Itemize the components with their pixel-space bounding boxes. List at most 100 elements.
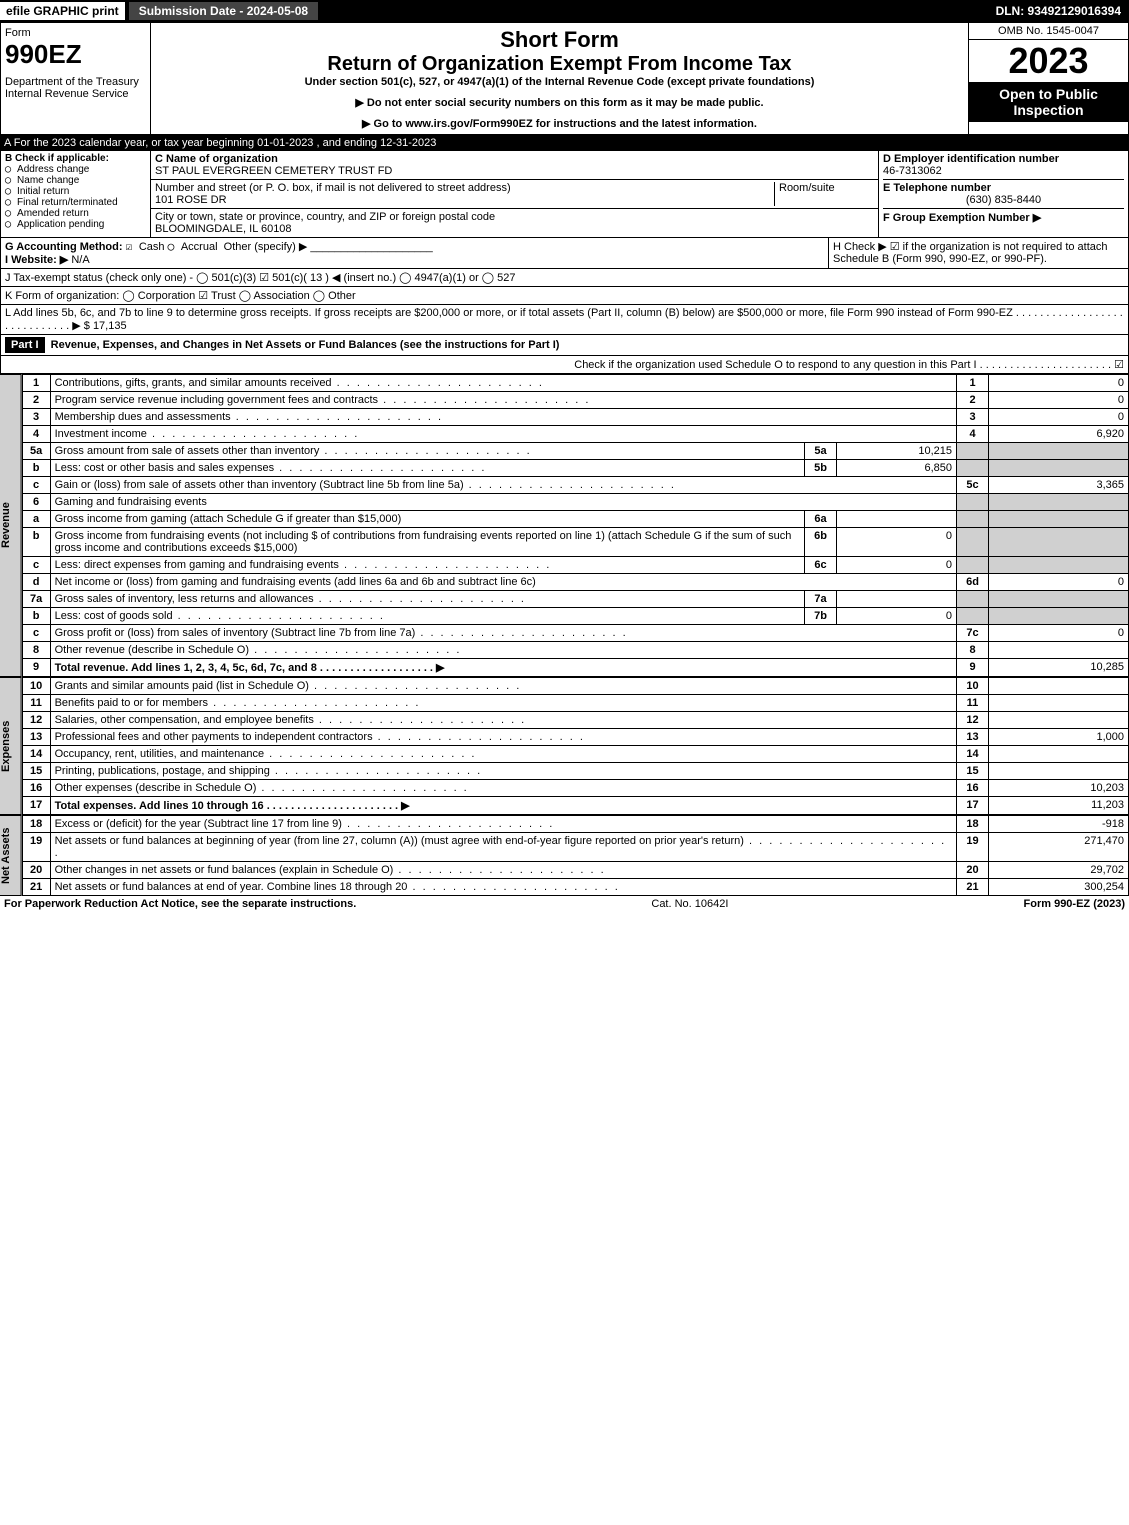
header-right: OMB No. 1545-0047 2023 Open to Public In… <box>968 23 1128 134</box>
form-number: 990EZ <box>5 39 146 70</box>
efile-label: efile GRAPHIC print <box>0 2 125 20</box>
page-footer: For Paperwork Reduction Act Notice, see … <box>0 896 1129 912</box>
table-row: 2Program service revenue including gover… <box>22 392 1128 409</box>
website-value: N/A <box>71 254 89 266</box>
g-accrual: Accrual <box>181 241 218 253</box>
checkbox-accrual[interactable]: ◯ <box>168 240 181 253</box>
table-row: bLess: cost or other basis and sales exp… <box>22 460 1128 477</box>
room-label: Room/suite <box>779 182 835 194</box>
street-label: Number and street (or P. O. box, if mail… <box>155 182 511 194</box>
table-row: dNet income or (loss) from gaming and fu… <box>22 574 1128 591</box>
dept-label: Department of the Treasury <box>5 76 146 88</box>
footer-right: Form 990-EZ (2023) <box>1024 898 1125 910</box>
do-not-enter: ▶ Do not enter social security numbers o… <box>155 96 964 109</box>
checkbox-address-change[interactable]: ◯ <box>5 164 17 175</box>
table-row: 9Total revenue. Add lines 1, 2, 3, 4, 5c… <box>22 659 1128 677</box>
open-public-badge: Open to Public Inspection <box>969 82 1128 122</box>
table-row: cGain or (loss) from sale of assets othe… <box>22 477 1128 494</box>
section-h: H Check ▶ ☑ if the organization is not r… <box>833 241 1108 265</box>
checkbox-cash[interactable]: ☑ <box>126 240 139 253</box>
line17-desc: Total expenses. Add lines 10 through 16 … <box>55 800 410 812</box>
phone-value: (630) 835-8440 <box>883 194 1124 206</box>
table-row: 18Excess or (deficit) for the year (Subt… <box>22 816 1128 833</box>
tax-year: 2023 <box>969 40 1128 82</box>
table-row: 21Net assets or fund balances at end of … <box>22 879 1128 896</box>
table-row: 8Other revenue (describe in Schedule O)8 <box>22 642 1128 659</box>
opt-final-return: Final return/terminated <box>17 197 118 208</box>
table-row: 14Occupancy, rent, utilities, and mainte… <box>22 746 1128 763</box>
dln-label: DLN: 93492129016394 <box>988 2 1129 20</box>
table-row: 10Grants and similar amounts paid (list … <box>22 678 1128 695</box>
table-row: cGross profit or (loss) from sales of in… <box>22 625 1128 642</box>
return-title: Return of Organization Exempt From Incom… <box>155 53 964 76</box>
revenue-section: Revenue 1Contributions, gifts, grants, a… <box>0 374 1129 677</box>
table-row: bGross income from fundraising events (n… <box>22 528 1128 557</box>
irs-label: Internal Revenue Service <box>5 88 146 100</box>
opt-amended: Amended return <box>17 208 89 219</box>
table-row: 3Membership dues and assessments30 <box>22 409 1128 426</box>
net-assets-section: Net Assets 18Excess or (deficit) for the… <box>0 815 1129 896</box>
expenses-table: 10Grants and similar amounts paid (list … <box>22 677 1129 815</box>
checkbox-app-pending[interactable]: ◯ <box>5 219 17 230</box>
checkbox-final-return[interactable]: ◯ <box>5 197 17 208</box>
section-bcd: B Check if applicable: ◯ Address change … <box>0 151 1129 238</box>
checkbox-name-change[interactable]: ◯ <box>5 175 17 186</box>
phone-label: E Telephone number <box>883 182 991 194</box>
table-row: 13Professional fees and other payments t… <box>22 729 1128 746</box>
table-row: 16Other expenses (describe in Schedule O… <box>22 780 1128 797</box>
part1-header: Part I Revenue, Expenses, and Changes in… <box>0 335 1129 356</box>
part1-label: Part I <box>5 337 45 353</box>
c-name-label: C Name of organization <box>155 153 278 165</box>
table-row: 5aGross amount from sale of assets other… <box>22 443 1128 460</box>
table-row: 6Gaming and fundraising events <box>22 494 1128 511</box>
checkbox-amended[interactable]: ◯ <box>5 208 17 219</box>
net-assets-table: 18Excess or (deficit) for the year (Subt… <box>22 815 1129 896</box>
g-other: Other (specify) ▶ <box>224 241 308 253</box>
city-value: BLOOMINGDALE, IL 60108 <box>155 223 292 235</box>
g-label: G Accounting Method: <box>5 241 123 253</box>
revenue-table: 1Contributions, gifts, grants, and simil… <box>22 374 1129 677</box>
header-left: Form 990EZ Department of the Treasury In… <box>1 23 151 134</box>
table-row: aGross income from gaming (attach Schedu… <box>22 511 1128 528</box>
table-row: cLess: direct expenses from gaming and f… <box>22 557 1128 574</box>
section-c: C Name of organization ST PAUL EVERGREEN… <box>151 151 878 237</box>
expenses-sidebar: Expenses <box>0 677 22 815</box>
section-l-text: L Add lines 5b, 6c, and 7b to line 9 to … <box>5 307 1123 332</box>
opt-app-pending: Application pending <box>17 219 104 230</box>
section-a-calendar: A For the 2023 calendar year, or tax yea… <box>0 135 1129 151</box>
ein-label: D Employer identification number <box>883 153 1059 165</box>
section-gh: G Accounting Method: ☑ Cash ◯ Accrual Ot… <box>0 238 1129 269</box>
table-row: 17Total expenses. Add lines 10 through 1… <box>22 797 1128 815</box>
part1-check-line: Check if the organization used Schedule … <box>0 356 1129 374</box>
checkbox-initial-return[interactable]: ◯ <box>5 186 17 197</box>
table-row: 20Other changes in net assets or fund ba… <box>22 862 1128 879</box>
table-row: 4Investment income46,920 <box>22 426 1128 443</box>
table-row: 19Net assets or fund balances at beginni… <box>22 833 1128 862</box>
section-b-title: B Check if applicable: <box>5 153 109 164</box>
footer-left: For Paperwork Reduction Act Notice, see … <box>4 898 356 910</box>
short-form-title: Short Form <box>155 27 964 53</box>
table-row: 1Contributions, gifts, grants, and simil… <box>22 375 1128 392</box>
ein-value: 46-7313062 <box>883 165 942 177</box>
group-exemption-label: F Group Exemption Number ▶ <box>883 212 1041 224</box>
city-label: City or town, state or province, country… <box>155 211 495 223</box>
expenses-section: Expenses 10Grants and similar amounts pa… <box>0 677 1129 815</box>
section-def: D Employer identification number 46-7313… <box>878 151 1128 237</box>
street-value: 101 ROSE DR <box>155 194 227 206</box>
top-bar: efile GRAPHIC print Submission Date - 20… <box>0 0 1129 22</box>
section-j: J Tax-exempt status (check only one) - ◯… <box>1 269 520 286</box>
submission-date: Submission Date - 2024-05-08 <box>129 2 318 20</box>
line9-desc: Total revenue. Add lines 1, 2, 3, 4, 5c,… <box>55 662 445 674</box>
footer-cat-no: Cat. No. 10642I <box>356 898 1023 910</box>
header-middle: Short Form Return of Organization Exempt… <box>151 23 968 134</box>
net-assets-sidebar: Net Assets <box>0 815 22 896</box>
table-row: 7aGross sales of inventory, less returns… <box>22 591 1128 608</box>
i-label: I Website: ▶ <box>5 254 68 266</box>
section-b: B Check if applicable: ◯ Address change … <box>1 151 151 237</box>
table-row: bLess: cost of goods sold7b0 <box>22 608 1128 625</box>
goto-link[interactable]: ▶ Go to www.irs.gov/Form990EZ for instru… <box>155 117 964 130</box>
opt-initial-return: Initial return <box>17 186 69 197</box>
form-header: Form 990EZ Department of the Treasury In… <box>0 22 1129 135</box>
revenue-sidebar: Revenue <box>0 374 22 677</box>
section-k: K Form of organization: ◯ Corporation ☑ … <box>1 287 360 304</box>
